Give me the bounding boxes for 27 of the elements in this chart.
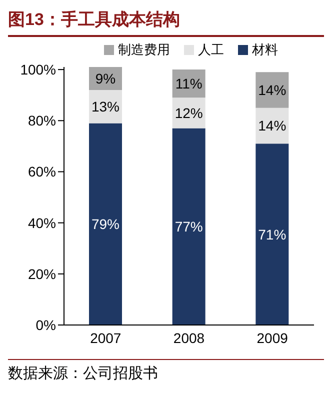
x-tick-label: 2009 — [256, 330, 288, 346]
y-tick-label: 80% — [28, 112, 56, 129]
y-tick-label: 20% — [28, 266, 56, 282]
data-label: 79% — [91, 216, 120, 232]
chart-title: 图13：手工具成本结构 — [8, 8, 324, 37]
bar — [172, 128, 206, 325]
bar — [256, 144, 289, 325]
data-label: 13% — [91, 98, 120, 115]
data-label: 14% — [258, 118, 286, 134]
y-tick-label: 100% — [20, 62, 56, 78]
y-tick-label: 40% — [28, 214, 56, 231]
legend-label: 制造费用 — [117, 41, 170, 59]
data-label: 71% — [258, 226, 286, 242]
x-tick-label: 2008 — [173, 330, 205, 346]
bar — [256, 72, 289, 108]
data-label: 11% — [175, 76, 202, 92]
source-note: 数据来源：公司招股书 — [8, 359, 324, 383]
data-label: 9% — [95, 70, 116, 86]
bar — [89, 123, 122, 325]
x-tick-label: 2007 — [90, 330, 122, 346]
y-tick-label: 60% — [28, 164, 56, 180]
data-label: 12% — [174, 104, 203, 121]
data-label: 14% — [258, 82, 286, 98]
y-tick-label: 0% — [36, 316, 56, 333]
data-label: 77% — [174, 218, 203, 235]
legend-label: 人工 — [197, 41, 224, 59]
legend-label: 材料 — [251, 41, 278, 59]
